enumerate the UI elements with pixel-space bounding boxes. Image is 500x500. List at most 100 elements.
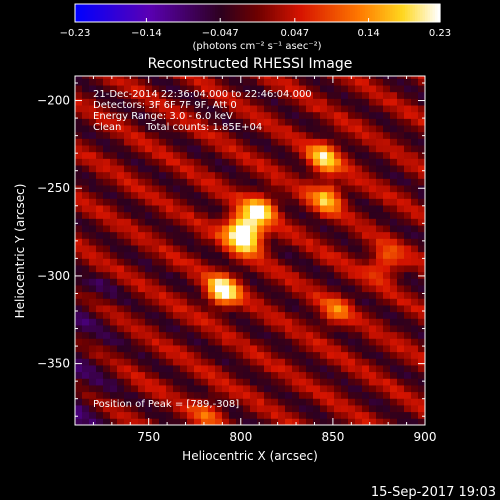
heatmap-pixel	[215, 165, 223, 173]
heatmap-pixel	[215, 318, 223, 326]
heatmap-pixel	[278, 178, 286, 186]
heatmap-pixel	[285, 291, 293, 299]
heatmap-pixel	[103, 398, 111, 406]
heatmap-pixel	[75, 391, 83, 399]
heatmap-pixel	[397, 225, 405, 233]
heatmap-pixel	[250, 231, 258, 239]
heatmap-pixel	[334, 365, 342, 373]
heatmap-pixel	[194, 298, 202, 306]
heatmap-pixel	[243, 411, 251, 419]
heatmap-pixel	[320, 131, 328, 139]
heatmap-pixel	[194, 305, 202, 313]
heatmap-pixel	[306, 358, 314, 366]
heatmap-pixel	[320, 91, 328, 99]
heatmap-pixel	[327, 98, 335, 106]
heatmap-pixel	[145, 318, 153, 326]
colorbar-cell	[415, 4, 419, 22]
heatmap-pixel	[138, 371, 146, 379]
colorbar-cell	[97, 4, 101, 22]
heatmap-pixel	[166, 151, 174, 159]
heatmap-pixel	[390, 198, 398, 206]
heatmap-pixel	[208, 391, 216, 399]
heatmap-pixel	[180, 325, 188, 333]
heatmap-pixel	[124, 398, 132, 406]
heatmap-pixel	[243, 245, 251, 253]
heatmap-pixel	[362, 418, 370, 425]
heatmap-pixel	[411, 285, 419, 293]
heatmap-pixel	[96, 85, 104, 93]
heatmap-pixel	[159, 411, 167, 419]
heatmap-pixel	[187, 411, 195, 419]
heatmap-pixel	[173, 311, 181, 319]
heatmap-pixel	[131, 291, 139, 299]
heatmap-pixel	[278, 225, 286, 233]
heatmap-pixel	[376, 258, 384, 266]
heatmap-pixel	[96, 225, 104, 233]
heatmap-pixel	[376, 298, 384, 306]
heatmap-pixel	[404, 318, 412, 326]
heatmap-pixel	[327, 291, 335, 299]
heatmap-pixel	[222, 258, 230, 266]
heatmap-pixel	[89, 151, 97, 159]
heatmap-pixel	[138, 311, 146, 319]
heatmap-pixel	[110, 411, 118, 419]
heatmap-pixel	[404, 278, 412, 286]
heatmap-pixel	[411, 245, 419, 253]
heatmap-pixel	[117, 345, 125, 353]
heatmap-pixel	[327, 105, 335, 113]
heatmap-pixel	[75, 251, 83, 259]
heatmap-pixel	[222, 318, 230, 326]
colorbar-cell	[117, 4, 121, 22]
heatmap-pixel	[404, 145, 412, 153]
heatmap-pixel	[362, 265, 370, 273]
heatmap-pixel	[243, 225, 251, 233]
heatmap-pixel	[341, 185, 349, 193]
heatmap-pixel	[110, 405, 118, 413]
heatmap-pixel	[271, 358, 279, 366]
heatmap-pixel	[131, 225, 139, 233]
heatmap-pixel	[411, 405, 419, 413]
heatmap-pixel	[383, 205, 391, 213]
heatmap-pixel	[348, 365, 356, 373]
heatmap-pixel	[418, 91, 425, 99]
heatmap-pixel	[208, 238, 216, 246]
heatmap-pixel	[306, 385, 314, 393]
heatmap-pixel	[418, 258, 425, 266]
heatmap-pixel	[229, 378, 237, 386]
heatmap-pixel	[103, 91, 111, 99]
heatmap-pixel	[404, 411, 412, 419]
heatmap-pixel	[89, 238, 97, 246]
heatmap-pixel	[243, 385, 251, 393]
heatmap-pixel	[110, 345, 118, 353]
heatmap-pixel	[110, 151, 118, 159]
heatmap-pixel	[229, 338, 237, 346]
heatmap-pixel	[327, 378, 335, 386]
heatmap-pixel	[278, 165, 286, 173]
heatmap-pixel	[131, 145, 139, 153]
heatmap-pixel	[369, 185, 377, 193]
heatmap-pixel	[397, 185, 405, 193]
heatmap-pixel	[222, 251, 230, 259]
heatmap-pixel	[194, 85, 202, 93]
heatmap-pixel	[278, 231, 286, 239]
heatmap-pixel	[369, 378, 377, 386]
heatmap-pixel	[117, 131, 125, 139]
heatmap-pixel	[369, 191, 377, 199]
heatmap-pixel	[201, 265, 209, 273]
heatmap-pixel	[299, 151, 307, 159]
heatmap-pixel	[390, 76, 398, 79]
heatmap-pixel	[278, 345, 286, 353]
heatmap-pixel	[418, 398, 425, 406]
heatmap-pixel	[397, 291, 405, 299]
colorbar-cell	[310, 4, 314, 22]
heatmap-pixel	[75, 91, 83, 99]
colorbar-cell	[155, 4, 159, 22]
heatmap-pixel	[341, 351, 349, 359]
heatmap-pixel	[159, 398, 167, 406]
heatmap-pixel	[376, 311, 384, 319]
heatmap-pixel	[173, 198, 181, 206]
heatmap-pixel	[89, 271, 97, 279]
heatmap-pixel	[418, 238, 425, 246]
heatmap-pixel	[173, 231, 181, 239]
heatmap-pixel	[138, 291, 146, 299]
